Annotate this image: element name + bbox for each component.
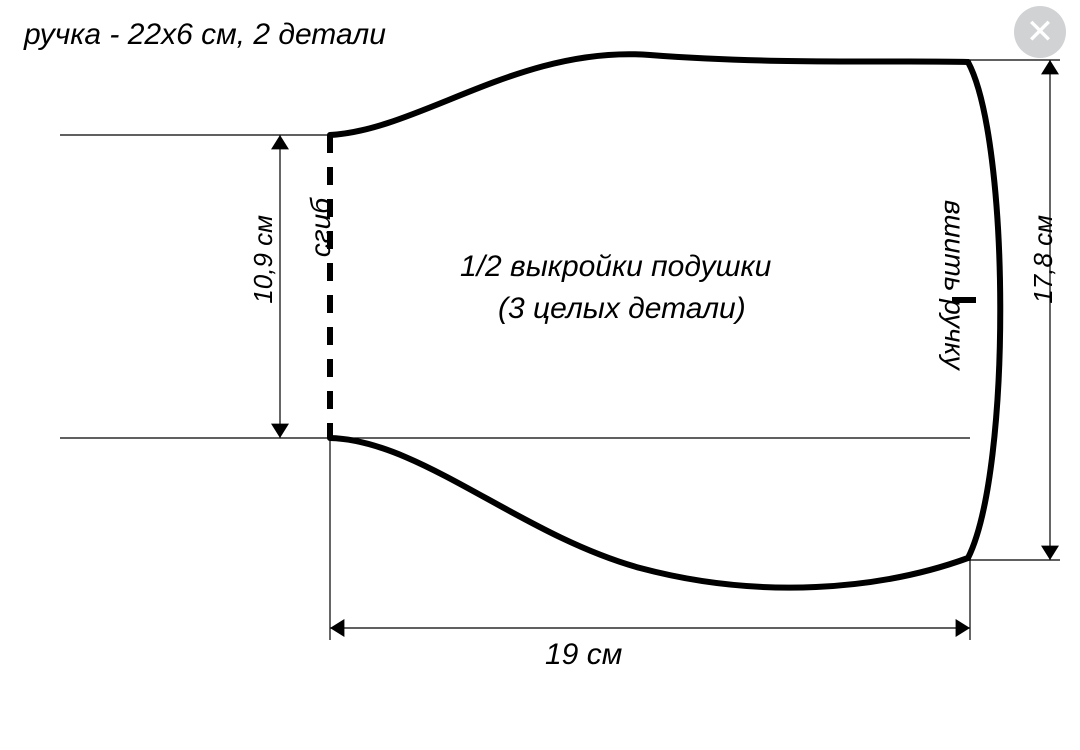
title-label: ручка - 22х6 см, 2 детали: [24, 18, 386, 52]
center-label-2: (3 целых детали): [498, 292, 746, 326]
dim-left-label: 10,9 см: [248, 215, 279, 304]
pattern-svg: [0, 0, 1080, 750]
fold-label: сгиб: [305, 198, 337, 257]
close-icon[interactable]: ✕: [1014, 6, 1066, 58]
center-label-1: 1/2 выкройки подушки: [460, 250, 771, 284]
dim-width-label: 19 см: [545, 638, 622, 672]
pattern-diagram: ✕ ручка - 22х6 см, 2 детали 1/2 выкройки…: [0, 0, 1080, 750]
handle-label: вшить ручку: [938, 200, 970, 370]
dim-right-label: 17,8 см: [1028, 215, 1059, 304]
close-glyph: ✕: [1026, 12, 1055, 52]
